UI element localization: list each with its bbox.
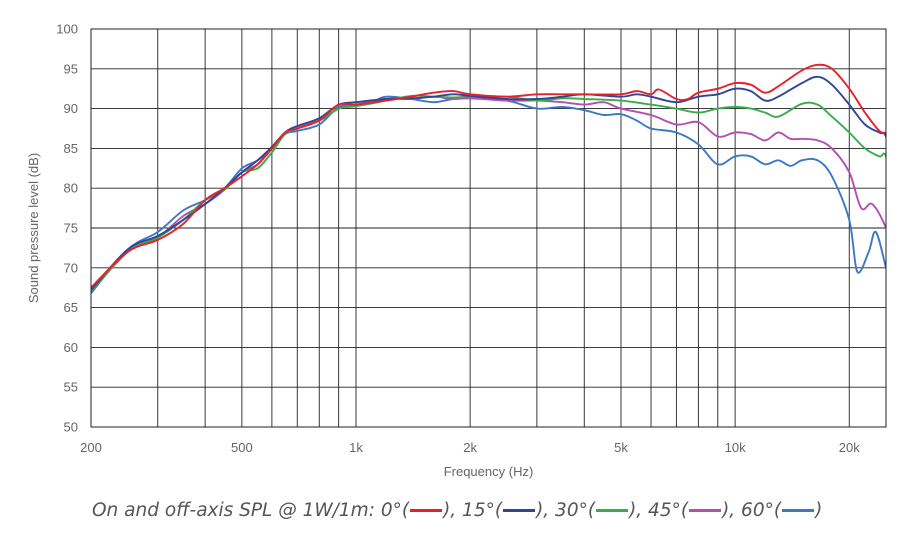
y-tick-label: 70	[64, 260, 78, 275]
x-tick-label: 200	[80, 440, 102, 455]
y-tick-label: 50	[64, 420, 78, 435]
caption-series-label: 60°(	[741, 500, 782, 521]
x-tick-label: 2k	[463, 440, 477, 455]
caption-separator: ),	[629, 500, 649, 521]
y-tick-label: 65	[64, 300, 78, 315]
caption-swatch	[782, 508, 815, 512]
x-tick-label: 20k	[839, 440, 860, 455]
caption-swatch	[503, 508, 536, 512]
caption-separator: ),	[722, 500, 742, 521]
caption-swatch	[689, 508, 722, 512]
spl-frequency-chart: 200 500 1k 2k 5k 10k 20k 50 55 60 65 70 75 80 85 90 95 1…	[26, 22, 887, 479]
chart-caption: On and off-axis SPL @ 1W/1m: 0°(), 15°()…	[0, 500, 918, 521]
caption-swatch	[596, 508, 629, 512]
caption-swatch	[410, 508, 443, 512]
caption-series-label: 0°(	[380, 500, 410, 521]
x-tick-labels: 200 500 1k 2k 5k 10k 20k	[80, 440, 860, 455]
series-line-15°	[91, 75, 886, 291]
caption-separator: ),	[443, 500, 463, 521]
x-tick-label: 500	[231, 440, 253, 455]
caption-legend: 0°(), 15°(), 30°(), 45°(), 60°()	[381, 500, 822, 521]
x-axis-label: Frequency (Hz)	[444, 464, 534, 479]
y-tick-label: 60	[64, 340, 78, 355]
plot-frame	[90, 28, 887, 428]
series-lines	[91, 63, 886, 294]
y-tick-label: 95	[64, 61, 78, 76]
caption-series-label: 15°(	[462, 500, 503, 521]
caption-separator: ),	[536, 500, 556, 521]
series-line-45°	[91, 95, 886, 293]
grid	[91, 28, 886, 428]
y-tick-label: 90	[64, 101, 78, 116]
series-line-60°	[91, 95, 886, 294]
y-tick-label: 85	[64, 141, 78, 156]
y-tick-label: 100	[56, 22, 78, 37]
x-tick-label: 10k	[725, 440, 746, 455]
y-tick-label: 80	[64, 181, 78, 196]
caption-prefix: On and off-axis SPL @ 1W/1m:	[92, 500, 381, 521]
series-line-30°	[91, 94, 886, 293]
y-axis-label: Sound pressure level (dB)	[26, 153, 41, 303]
caption-separator: )	[815, 500, 823, 521]
x-tick-label: 5k	[614, 440, 628, 455]
series-line-0°	[91, 63, 886, 289]
caption-series-label: 30°(	[555, 500, 596, 521]
y-tick-label: 55	[64, 380, 78, 395]
x-tick-label: 1k	[349, 440, 363, 455]
caption-series-label: 45°(	[648, 500, 689, 521]
y-tick-labels: 50 55 60 65 70 75 80 85 90 95 100	[56, 22, 78, 435]
y-tick-label: 75	[64, 221, 78, 236]
